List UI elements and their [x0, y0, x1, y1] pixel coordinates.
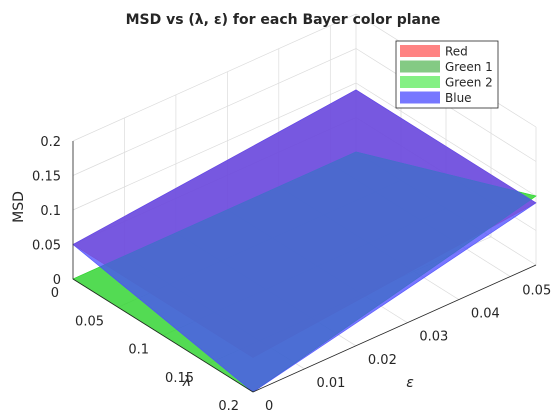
- eps-tick-label: 0.05: [522, 284, 551, 299]
- chart-title: MSD vs (λ, ε) for each Bayer color plane: [126, 12, 441, 28]
- eps-tick-label: 0: [265, 399, 273, 414]
- legend-label: Green 1: [445, 60, 493, 74]
- msd-tick-label: 0.1: [40, 204, 61, 219]
- legend-swatch: [400, 45, 440, 57]
- legend-swatch: [400, 61, 440, 73]
- z-axis-label: MSD: [11, 191, 27, 223]
- msd-tick-label: 0.05: [32, 239, 61, 254]
- legend-label: Blue: [445, 91, 472, 105]
- legend-label: Red: [445, 45, 468, 59]
- legend-swatch: [400, 76, 440, 88]
- eps-tick-label: 0.04: [471, 307, 500, 322]
- y-axis-label: ε: [406, 375, 414, 391]
- legend-label: Green 2: [445, 76, 493, 90]
- lambda-tick-label: 0.1: [128, 343, 149, 358]
- eps-tick-label: 0.01: [316, 376, 345, 391]
- msd-tick-label: 0.2: [40, 135, 61, 150]
- msd-tick-label: 0.15: [32, 170, 61, 185]
- lambda-tick-label: 0: [51, 286, 59, 301]
- eps-tick-label: 0.03: [419, 330, 448, 345]
- lambda-tick-label: 0.05: [75, 314, 104, 329]
- lambda-tick-label: 0.2: [218, 399, 239, 414]
- legend-swatch: [400, 92, 440, 104]
- eps-tick-label: 0.02: [368, 353, 397, 368]
- x-axis-label: λ: [182, 374, 191, 390]
- msd-tick-label: 0: [53, 273, 61, 288]
